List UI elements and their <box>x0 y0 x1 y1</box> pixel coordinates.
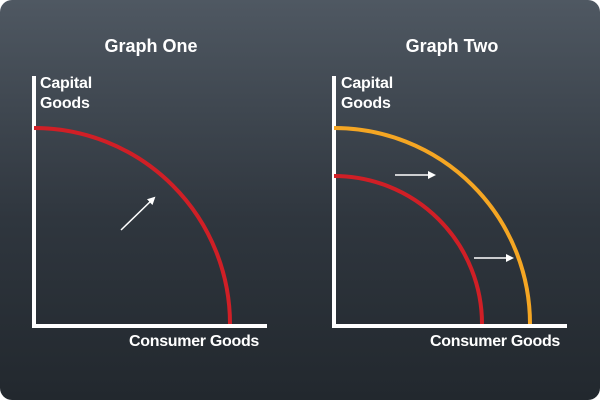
graph-one-x-axis-label: Consumer Goods <box>129 333 260 350</box>
graph-one-axes <box>32 76 267 328</box>
graph-two-y-axis-label-line2: Goods <box>341 95 391 112</box>
graph-one-y-axis-label-line1: Capital <box>40 75 92 92</box>
graph-two-title: Graph Two <box>405 36 499 56</box>
graph-two-y-axis-label: Capital Goods <box>341 74 393 114</box>
graph-one-y-axis-label-line2: Goods <box>40 95 90 112</box>
graph-two-y-axis-label-line1: Capital <box>341 75 393 92</box>
graph-one-original-curve <box>33 126 232 325</box>
graph-two <box>332 76 567 328</box>
graph-two-shifted-curve <box>333 126 532 325</box>
graph-two-x-axis-label: Consumer Goods <box>430 333 561 350</box>
graph-two-original-curve <box>333 174 484 325</box>
graph-one-outward-arrow <box>120 196 156 231</box>
graph-one-title: Graph One <box>104 36 198 56</box>
graph-one-y-axis-label: Capital Goods <box>40 74 92 114</box>
graph-one <box>32 76 267 328</box>
graph-two-axes <box>332 76 567 328</box>
